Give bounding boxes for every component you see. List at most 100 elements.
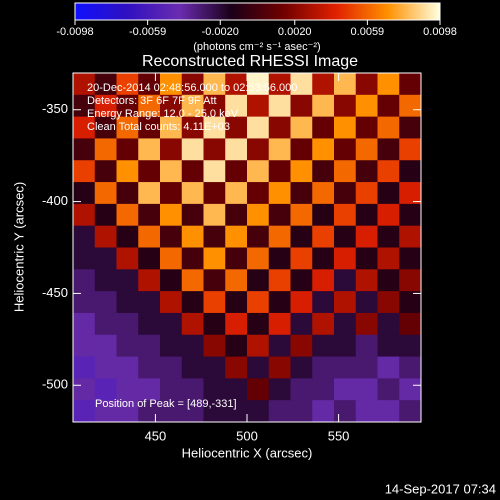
heatmap-cell (290, 116, 313, 139)
heatmap-cell (160, 378, 183, 401)
heatmap-cell (268, 334, 291, 358)
heatmap-cell (247, 247, 270, 270)
heatmap-cell (225, 356, 248, 379)
heatmap-cell (203, 182, 226, 205)
heatmap-cell (312, 182, 335, 205)
heatmap-cell (312, 116, 335, 139)
heatmap-cell (268, 138, 291, 161)
x-tick-label: 450 (145, 428, 167, 443)
heatmap-cell (355, 356, 378, 379)
heatmap-cell (225, 291, 248, 314)
heatmap-cell (116, 203, 139, 227)
heatmap-cell (355, 312, 378, 336)
heatmap-cell (377, 291, 400, 314)
heatmap-cell (73, 312, 96, 336)
heatmap-cell (160, 182, 183, 205)
heatmap-cell (116, 116, 139, 139)
heatmap-cell (312, 94, 335, 118)
heatmap-cell (160, 160, 183, 183)
heatmap-cell (203, 160, 226, 183)
heatmap-cell (247, 312, 270, 336)
heatmap-cell (334, 225, 357, 248)
heatmap-cell (138, 225, 161, 248)
heatmap-cell (247, 73, 270, 96)
heatmap-cell (181, 400, 204, 423)
heatmap-cell (355, 182, 378, 205)
heatmap-cell (73, 225, 96, 248)
heatmap-cell (377, 269, 400, 292)
heatmap-cell (73, 356, 96, 379)
heatmap-cell (290, 247, 313, 270)
x-axis-label: Heliocentric X (arcsec) (182, 445, 313, 460)
heatmap-cell (290, 312, 313, 336)
heatmap-cell (181, 269, 204, 292)
y-tick-label: -500 (42, 377, 68, 392)
heatmap-cell (334, 334, 357, 358)
heatmap-cell (290, 203, 313, 227)
heatmap-cell (377, 160, 400, 183)
peak-label: Position of Peak = [489,-331] (95, 398, 237, 410)
heatmap-cell (73, 203, 96, 227)
plot-area (73, 73, 422, 423)
heatmap-cell (268, 291, 291, 314)
heatmap-cell (334, 356, 357, 379)
heatmap-cell (355, 203, 378, 227)
heatmap-cell (247, 291, 270, 314)
heatmap-cell (312, 225, 335, 248)
heatmap-cell (334, 138, 357, 161)
heatmap-cell (247, 334, 270, 358)
heatmap-cell (355, 73, 378, 96)
heatmap-cell (399, 160, 422, 183)
heatmap-cell (225, 334, 248, 358)
heatmap-cell (181, 334, 204, 358)
heatmap-cell (312, 400, 335, 423)
colorbar-label: (photons cm⁻² s⁻¹ asec⁻²) (193, 41, 320, 53)
heatmap-cell (312, 269, 335, 292)
heatmap-cell (160, 356, 183, 379)
heatmap-cell (203, 291, 226, 314)
heatmap-cell (247, 160, 270, 183)
heatmap-cell (399, 73, 422, 96)
heatmap-cell (355, 138, 378, 161)
heatmap-cell (203, 116, 226, 139)
heatmap-cell (377, 73, 400, 96)
heatmap-cell (181, 73, 204, 96)
heatmap-cell (138, 138, 161, 161)
heatmap-cell (73, 378, 96, 401)
heatmap-cell (94, 269, 117, 292)
heatmap-cell (138, 94, 161, 118)
heatmap-cell (312, 160, 335, 183)
heatmap-cell (203, 312, 226, 336)
heatmap-cell (138, 378, 161, 401)
heatmap-cell (138, 203, 161, 227)
heatmap-cell (334, 291, 357, 314)
heatmap-cell (203, 334, 226, 358)
heatmap-cell (334, 116, 357, 139)
heatmap-cell (225, 312, 248, 336)
heatmap-cell (181, 203, 204, 227)
heatmap-cell (290, 378, 313, 401)
heatmap-cell (399, 334, 422, 358)
heatmap-cell (94, 116, 117, 139)
heatmap-cell (399, 182, 422, 205)
heatmap-cell (73, 94, 96, 118)
heatmap-cell (334, 247, 357, 270)
heatmap-cell (73, 291, 96, 314)
heatmap-cell (138, 116, 161, 139)
heatmap-cell (355, 334, 378, 358)
heatmap-cell (203, 378, 226, 401)
heatmap-cell (355, 291, 378, 314)
heatmap-cell (181, 312, 204, 336)
heatmap-cell (290, 356, 313, 379)
heatmap-cell (355, 269, 378, 292)
heatmap-cell (268, 94, 291, 118)
heatmap-cell (116, 160, 139, 183)
x-tick-label: 500 (236, 428, 258, 443)
heatmap-cell (181, 378, 204, 401)
heatmap-cell (138, 291, 161, 314)
heatmap-cell (334, 378, 357, 401)
heatmap-cell (116, 94, 139, 118)
heatmap-cell (312, 247, 335, 270)
heatmap-cell (312, 291, 335, 314)
